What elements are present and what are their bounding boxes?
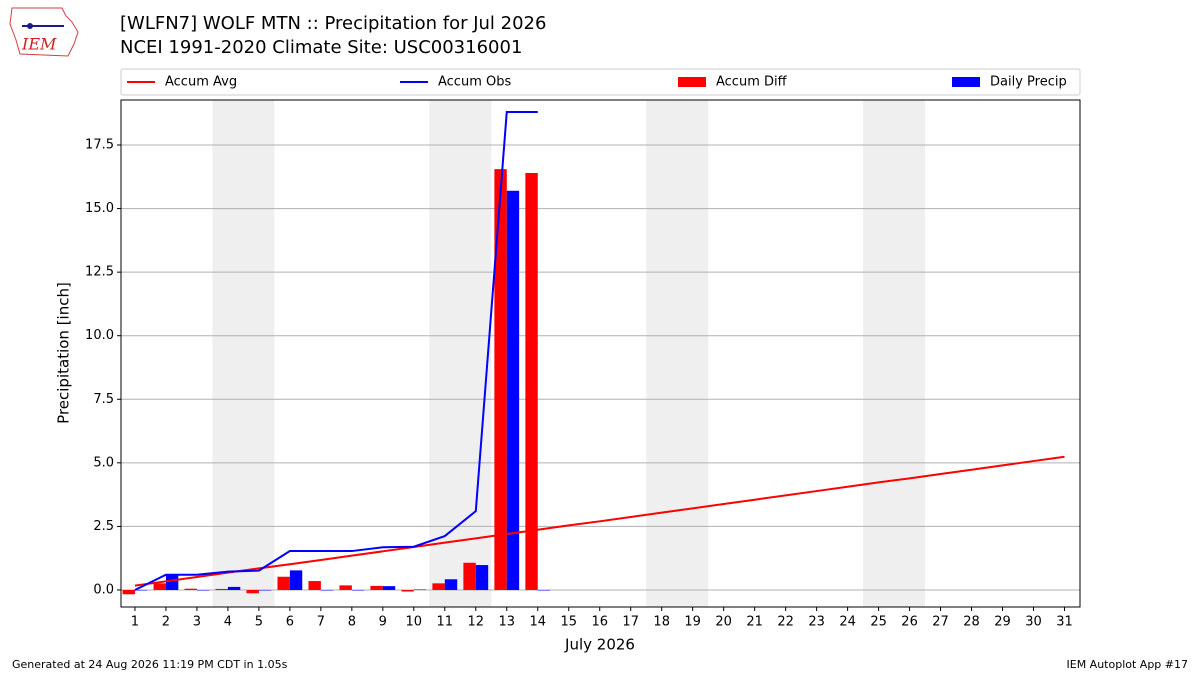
bar — [370, 585, 383, 590]
x-tick-label: 6 — [286, 615, 294, 630]
x-tick-label: 21 — [746, 615, 763, 630]
y-tick-label: 17.5 — [85, 138, 114, 153]
x-axis-label: July 2026 — [564, 636, 635, 654]
x-tick-label: 31 — [1056, 615, 1073, 630]
bar — [215, 588, 228, 590]
y-tick-label: 2.5 — [93, 519, 114, 534]
x-tick-label: 5 — [255, 615, 263, 630]
bar — [525, 172, 538, 590]
bar — [227, 586, 241, 590]
x-tick-label: 27 — [932, 615, 949, 630]
legend-box — [120, 68, 1081, 96]
y-tick-label: 0.0 — [93, 582, 114, 597]
bar — [153, 583, 166, 590]
x-tick-label: 19 — [684, 615, 701, 630]
x-tick-label: 29 — [994, 615, 1011, 630]
bar — [289, 570, 303, 590]
x-tick-label: 30 — [1025, 615, 1042, 630]
x-tick-label: 10 — [406, 615, 423, 630]
weekend-shade — [429, 100, 492, 607]
bar — [339, 585, 352, 590]
legend-label: Accum Avg — [165, 75, 237, 90]
x-tick-label: 4 — [224, 615, 232, 630]
x-tick-label: 2 — [162, 615, 170, 630]
bar — [537, 589, 551, 591]
legend-label: Accum Diff — [716, 75, 788, 90]
bar — [444, 579, 458, 590]
bar — [351, 589, 365, 591]
bar — [463, 562, 476, 590]
bar — [246, 589, 259, 594]
weekend-shade — [863, 100, 926, 607]
y-tick-label: 12.5 — [85, 265, 114, 280]
chart-subtitle: NCEI 1991-2020 Climate Site: USC00316001 — [120, 37, 522, 58]
x-tick-label: 13 — [498, 615, 515, 630]
bar — [165, 574, 179, 590]
x-tick-label: 23 — [808, 615, 825, 630]
bar — [184, 588, 197, 590]
x-tick-label: 25 — [870, 615, 887, 630]
bar — [196, 589, 210, 591]
legend-swatch — [678, 77, 706, 87]
weekend-shade — [646, 100, 709, 607]
x-tick-label: 17 — [622, 615, 639, 630]
x-tick-label: 3 — [193, 615, 201, 630]
y-tick-label: 10.0 — [85, 328, 114, 343]
bar — [258, 589, 272, 591]
bar — [134, 589, 148, 591]
bar — [122, 589, 135, 595]
x-tick-label: 22 — [777, 615, 794, 630]
x-tick-label: 28 — [963, 615, 980, 630]
bar — [506, 190, 520, 590]
bar — [320, 589, 334, 591]
logo: IEM — [9, 7, 79, 57]
x-tick-label: 9 — [379, 615, 387, 630]
bar — [475, 565, 489, 590]
legend-label: Daily Precip — [990, 75, 1067, 90]
bar — [494, 169, 507, 590]
x-tick-label: 14 — [529, 615, 546, 630]
weekend-shade — [212, 100, 275, 607]
y-tick-label: 15.0 — [85, 201, 114, 216]
plot-frame — [120, 99, 1081, 608]
bar — [277, 576, 290, 590]
x-tick-label: 12 — [468, 615, 485, 630]
logo-text: IEM — [21, 35, 57, 54]
y-tick-label: 5.0 — [93, 455, 114, 470]
line — [134, 455, 1065, 587]
x-tick-label: 16 — [591, 615, 608, 630]
x-tick-label: 7 — [317, 615, 325, 630]
y-tick-label: 7.5 — [93, 392, 114, 407]
bar — [401, 589, 414, 592]
x-tick-label: 26 — [901, 615, 918, 630]
x-tick-label: 20 — [715, 615, 732, 630]
x-tick-label: 24 — [839, 615, 856, 630]
x-tick-label: 8 — [348, 615, 356, 630]
y-axis-label: Precipitation [inch] — [55, 282, 73, 424]
x-tick-label: 18 — [653, 615, 670, 630]
x-tick-label: 11 — [437, 615, 454, 630]
bar — [432, 583, 445, 590]
legend-swatch — [952, 77, 980, 87]
footer-left: Generated at 24 Aug 2026 11:19 PM CDT in… — [12, 658, 288, 671]
footer-right: IEM Autoplot App #17 — [1067, 658, 1189, 671]
chart-title: [WLFN7] WOLF MTN :: Precipitation for Ju… — [120, 13, 546, 34]
bar — [413, 589, 427, 590]
legend-label: Accum Obs — [438, 75, 511, 90]
x-tick-label: 15 — [560, 615, 577, 630]
x-tick-label: 1 — [131, 615, 139, 630]
line — [134, 110, 538, 591]
bar — [308, 581, 321, 590]
bar — [382, 586, 396, 590]
